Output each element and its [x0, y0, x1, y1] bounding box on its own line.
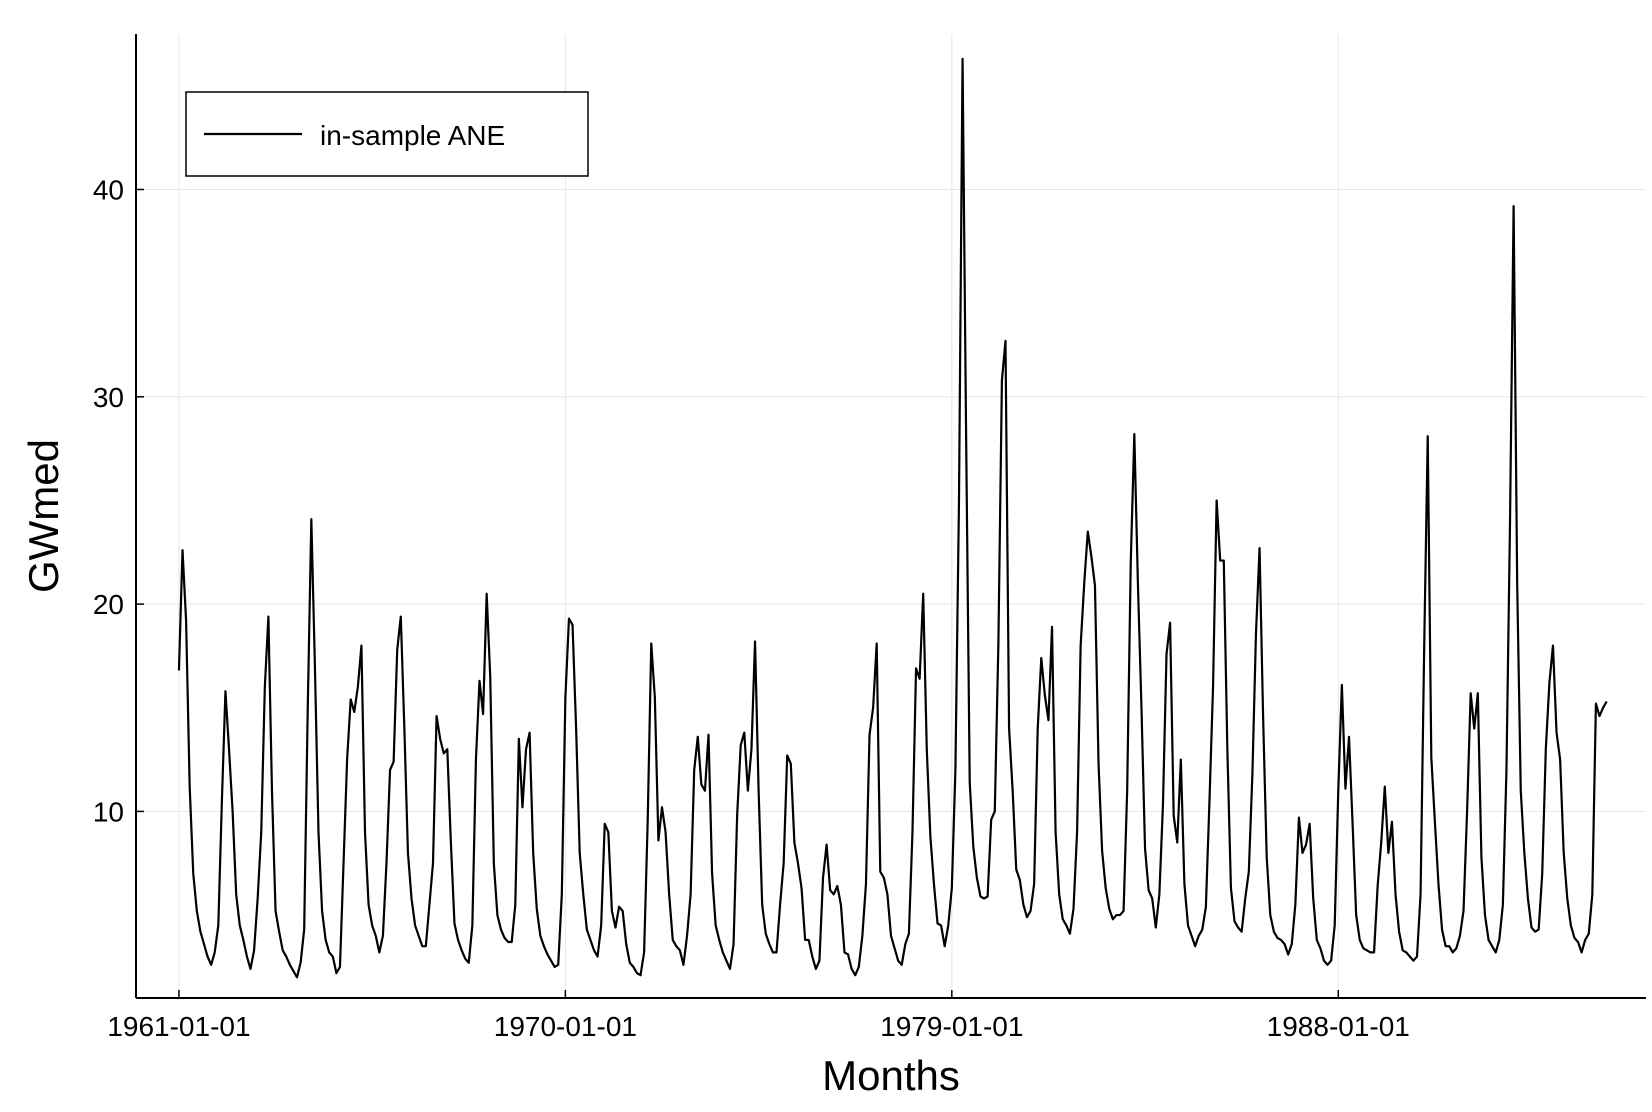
legend-label: in-sample ANE [320, 120, 505, 151]
x-tick-label: 1988-01-01 [1267, 1011, 1410, 1042]
y-tick-label: 30 [93, 382, 124, 413]
y-axis-title: GWmed [20, 439, 67, 593]
x-tick-label: 1979-01-01 [880, 1011, 1023, 1042]
x-tick-label: 1970-01-01 [494, 1011, 637, 1042]
x-ticks: 1961-01-01 1970-01-01 1979-01-01 1988-01-01 [107, 990, 1410, 1042]
y-tick-label: 20 [93, 589, 124, 620]
x-tick-label: 1961-01-01 [107, 1011, 250, 1042]
y-tick-label: 10 [93, 796, 124, 827]
y-tick-label: 40 [93, 174, 124, 205]
y-ticks: 10 20 30 40 [93, 174, 144, 827]
axes [135, 34, 1646, 999]
x-axis-title: Months [822, 1052, 960, 1099]
series-line-in-sample-ane [177, 57, 1608, 979]
grid-lines [136, 34, 1646, 998]
legend: in-sample ANE [185, 91, 589, 177]
